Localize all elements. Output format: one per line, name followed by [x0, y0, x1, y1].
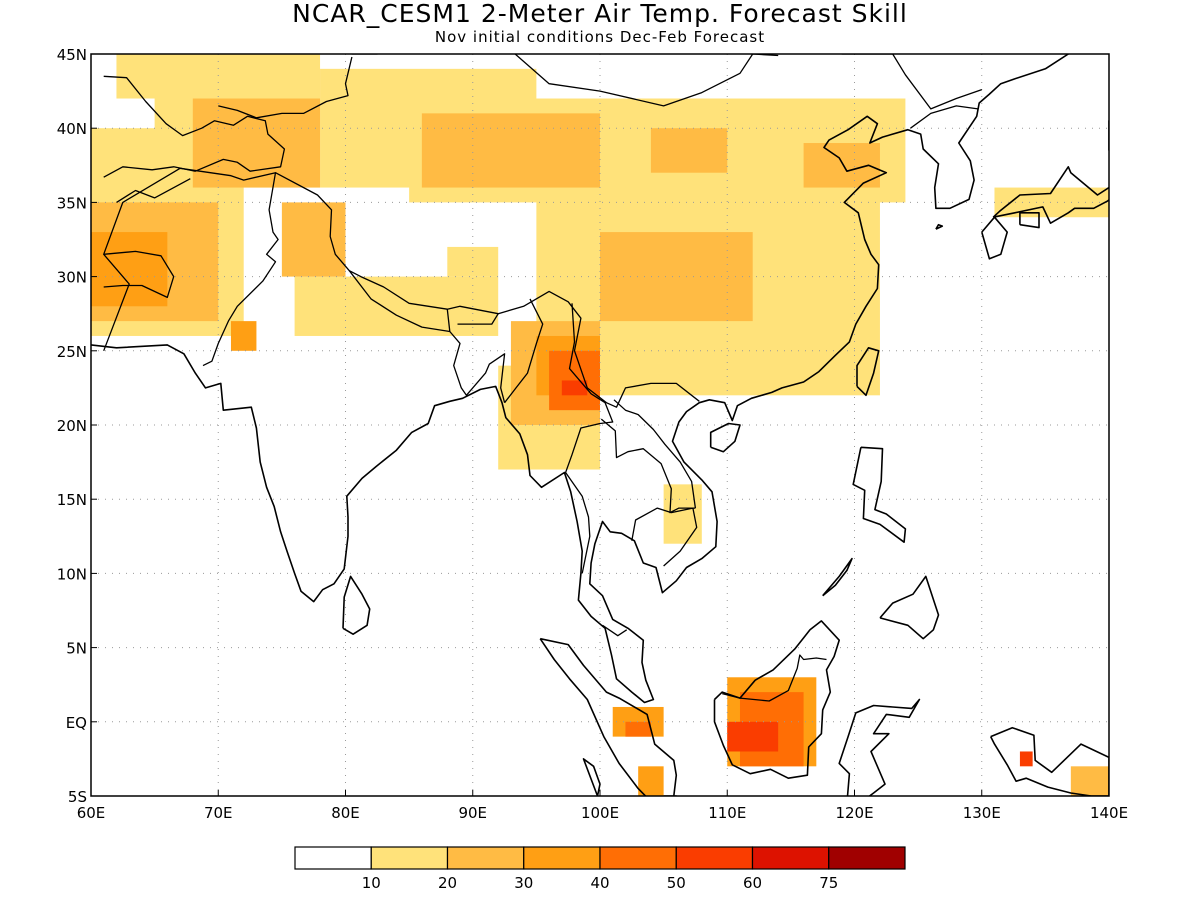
country-border — [449, 331, 506, 403]
lat-tick-label: EQ — [66, 714, 87, 732]
country-border — [564, 303, 614, 574]
country-border — [103, 75, 286, 178]
lat-tick-label: 5S — [68, 788, 87, 806]
country-border — [103, 250, 175, 299]
skill-region — [1019, 751, 1033, 767]
colorbar-swatch — [446, 846, 525, 870]
coastline — [852, 446, 907, 543]
skill-region — [561, 380, 588, 396]
lat-tick-label: 20N — [57, 417, 87, 435]
skill-region — [638, 766, 664, 796]
colorbar-label: 20 — [438, 874, 457, 892]
lon-tick-label: 80E — [331, 804, 360, 822]
lat-tick-label: 15N — [57, 491, 87, 509]
lat-tick-label: 45N — [57, 46, 87, 64]
country-border — [613, 399, 697, 509]
colorbar-swatch — [294, 846, 372, 870]
coastline — [1108, 120, 1109, 152]
lon-tick-label: 90E — [458, 804, 487, 822]
coastline — [981, 216, 1008, 260]
country-border — [841, 54, 983, 110]
skill-region — [549, 350, 600, 411]
coastline — [709, 422, 741, 453]
skill-region — [230, 321, 257, 351]
skill-region — [116, 54, 321, 99]
skill-region — [650, 128, 728, 173]
country-border — [722, 654, 827, 702]
coastline — [342, 575, 371, 635]
lon-tick-label: 130E — [963, 804, 1001, 822]
skill-shading-layer — [91, 54, 1109, 796]
colorbar-swatch — [599, 846, 677, 870]
coastline — [713, 620, 840, 779]
country-border — [631, 507, 698, 567]
colorbar-swatch — [370, 846, 449, 870]
colorbar-swatch — [523, 846, 601, 870]
longitude-axis: 60E 70E 80E 90E 100E 110E 120E 130E 140E — [77, 790, 1128, 822]
coastline — [1019, 212, 1040, 229]
colorbar-label: 75 — [819, 874, 838, 892]
country-border — [116, 178, 191, 203]
country-borders-layer — [103, 54, 983, 702]
skill-region — [1070, 766, 1109, 796]
country-border — [514, 54, 779, 107]
colorbar-label: 10 — [362, 874, 381, 892]
lon-tick-label: 110E — [708, 804, 746, 822]
colorbar: 10 20 30 40 50 60 75 — [294, 846, 906, 892]
coastline — [838, 698, 921, 796]
colorbar-label: 40 — [590, 874, 609, 892]
skill-region — [281, 202, 346, 277]
coastline — [856, 347, 880, 397]
country-border — [103, 167, 279, 367]
coastline — [989, 726, 1109, 796]
skill-region — [421, 113, 600, 188]
coastlines-layer — [91, 54, 1109, 796]
lon-tick-label: 70E — [204, 804, 233, 822]
colorbar-label: 60 — [743, 874, 762, 892]
skill-region — [294, 276, 499, 336]
country-border — [348, 270, 451, 333]
country-border — [910, 105, 978, 129]
coastline — [935, 223, 944, 230]
coastline — [539, 637, 678, 796]
colorbar-label: 50 — [667, 874, 686, 892]
coastline — [992, 166, 1109, 224]
skill-region — [192, 98, 321, 188]
lat-tick-label: 5N — [66, 640, 87, 658]
skill-region — [600, 232, 753, 322]
country-border — [218, 56, 353, 119]
skill-region — [663, 484, 702, 544]
chart-title: NCAR_CESM1 2-Meter Air Temp. Forecast Sk… — [292, 0, 908, 28]
coastline — [879, 575, 940, 640]
lat-tick-label: 10N — [57, 565, 87, 583]
chart-subtitle: Nov initial conditions Dec-Feb Forecast — [434, 28, 766, 46]
lon-tick-label: 60E — [77, 804, 106, 822]
colorbar-swatch — [751, 846, 830, 870]
coastline — [822, 557, 853, 597]
lat-tick-label: 40N — [57, 120, 87, 138]
lon-tick-label: 140E — [1090, 804, 1128, 822]
country-border — [457, 313, 499, 325]
coastline — [91, 54, 1069, 704]
coastline — [582, 758, 601, 796]
lat-tick-label: 30N — [57, 269, 87, 287]
skill-region — [91, 232, 168, 307]
lat-tick-label: 35N — [57, 194, 87, 212]
coastline — [663, 795, 678, 796]
colorbar-label: 30 — [514, 874, 533, 892]
country-border — [602, 624, 628, 637]
country-border — [504, 298, 544, 404]
lat-tick-label: 25N — [57, 343, 87, 361]
colorbar-swatch — [675, 846, 754, 870]
skill-region — [625, 721, 651, 737]
lon-tick-label: 100E — [581, 804, 619, 822]
skill-region — [727, 721, 779, 752]
country-border — [351, 54, 378, 55]
country-border — [600, 418, 696, 514]
skill-region — [447, 246, 499, 277]
lon-tick-label: 120E — [835, 804, 873, 822]
colorbar-swatch — [828, 846, 906, 870]
latitude-axis: 45N 40N 35N 30N 25N 20N 15N 10N 5N EQ 5S — [57, 46, 97, 806]
